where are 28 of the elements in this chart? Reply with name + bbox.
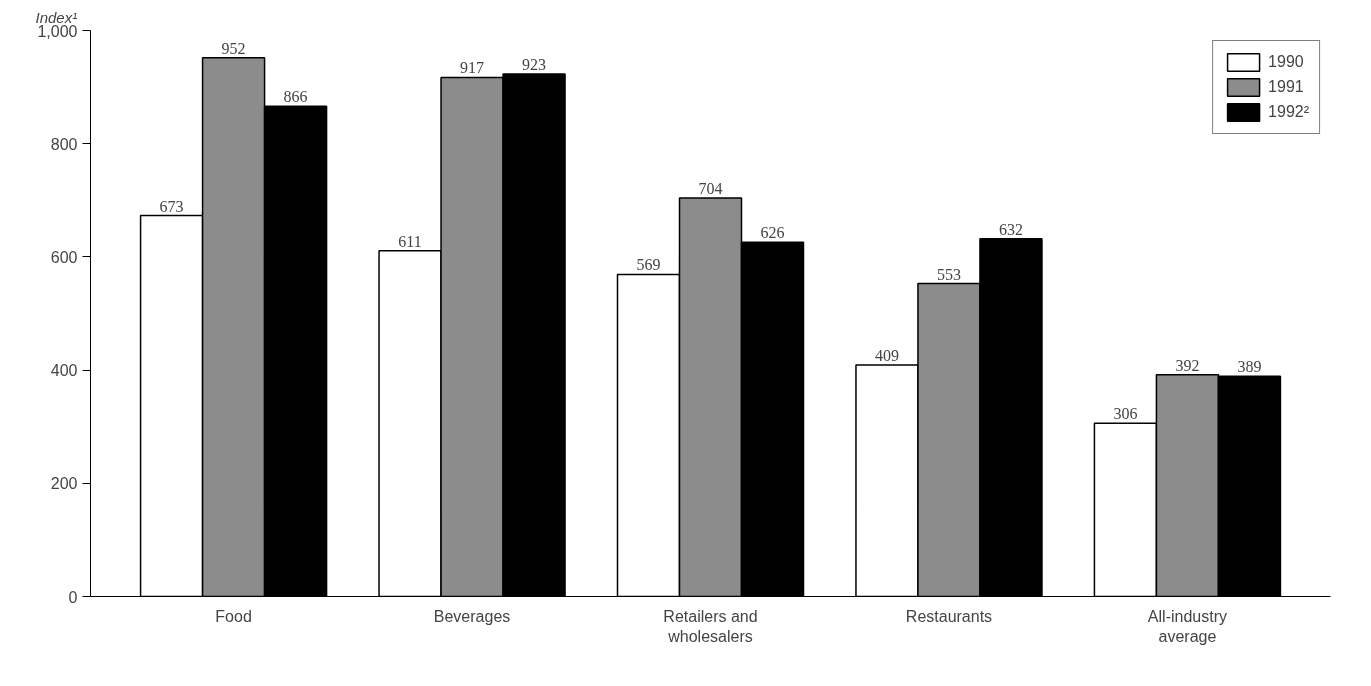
legend-label: 1991 xyxy=(1268,78,1304,96)
data-label: 306 xyxy=(1113,405,1138,423)
data-label: 632 xyxy=(998,220,1023,238)
data-label: 409 xyxy=(874,347,899,365)
y-tick-label: 800 xyxy=(50,135,78,153)
data-label: 673 xyxy=(159,197,184,215)
data-label: 389 xyxy=(1237,358,1262,376)
y-tick-label: 400 xyxy=(50,362,78,380)
data-label: 611 xyxy=(398,232,422,250)
data-label: 923 xyxy=(522,56,547,74)
x-tick-label: Retailers and wholesalers xyxy=(663,607,758,645)
x-tick-label: Beverages xyxy=(433,607,511,625)
data-label: 626 xyxy=(760,224,785,242)
data-label: 952 xyxy=(221,39,246,57)
legend-label: 1992² xyxy=(1268,103,1309,121)
data-label: 392 xyxy=(1175,356,1200,374)
x-tick-label: Food xyxy=(215,607,252,625)
data-label: 917 xyxy=(460,59,485,77)
x-tick-label: All-industry average xyxy=(1147,607,1227,645)
y-tick-label: 200 xyxy=(50,475,78,493)
y-tick-label: 600 xyxy=(50,248,78,266)
data-label: 866 xyxy=(283,88,308,106)
data-label: 569 xyxy=(636,256,661,274)
data-label: 704 xyxy=(698,180,723,198)
data-label: 553 xyxy=(936,265,961,283)
x-tick-label: Restaurants xyxy=(905,607,993,625)
legend-label: 1990 xyxy=(1268,53,1304,71)
y-tick-label: 0 xyxy=(68,588,78,606)
